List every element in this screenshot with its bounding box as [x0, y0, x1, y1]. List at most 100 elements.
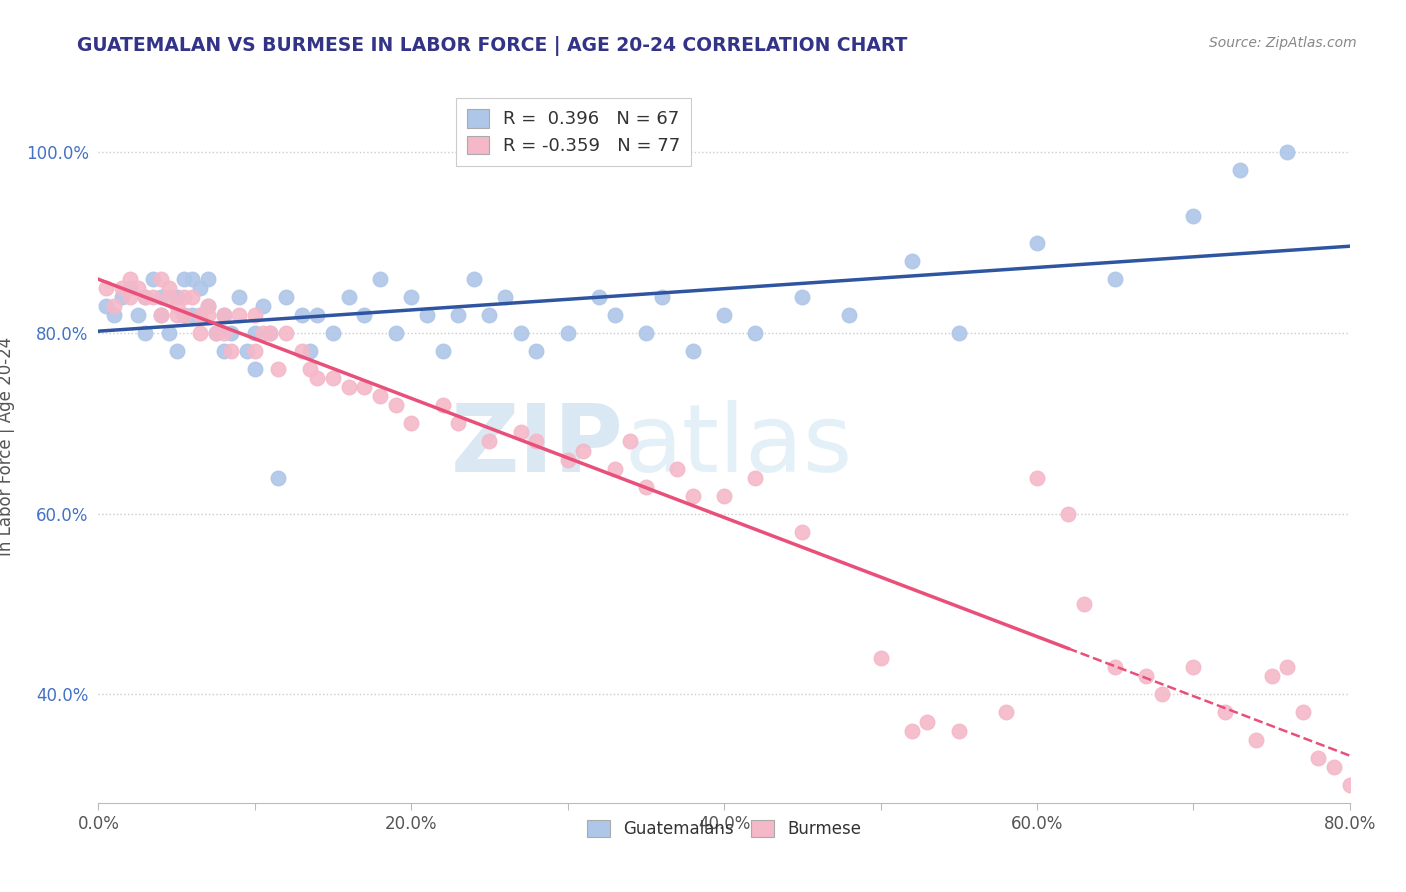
Point — [291, 344, 314, 359]
Point — [900, 253, 922, 268]
Point — [1229, 163, 1251, 178]
Point — [1323, 759, 1346, 773]
Point — [197, 299, 219, 313]
Point — [96, 281, 118, 295]
Point — [509, 425, 531, 440]
Point — [744, 470, 766, 484]
Point — [368, 272, 391, 286]
Point — [291, 308, 314, 322]
Point — [212, 308, 235, 322]
Point — [197, 308, 219, 322]
Point — [274, 326, 298, 340]
Point — [619, 434, 641, 449]
Point — [401, 290, 423, 304]
Point — [384, 326, 406, 340]
Point — [557, 452, 579, 467]
Point — [181, 308, 204, 322]
Point — [478, 308, 501, 322]
Point — [259, 326, 281, 340]
Point — [1026, 470, 1049, 484]
Point — [1057, 507, 1080, 521]
Point — [1073, 597, 1095, 611]
Point — [298, 344, 321, 359]
Point — [188, 308, 211, 322]
Point — [994, 706, 1017, 720]
Point — [150, 290, 173, 304]
Point — [212, 326, 235, 340]
Point — [509, 326, 531, 340]
Point — [869, 651, 891, 665]
Point — [1104, 660, 1126, 674]
Text: GUATEMALAN VS BURMESE IN LABOR FORCE | AGE 20-24 CORRELATION CHART: GUATEMALAN VS BURMESE IN LABOR FORCE | A… — [77, 36, 908, 55]
Point — [212, 344, 235, 359]
Point — [204, 326, 226, 340]
Point — [134, 326, 156, 340]
Point — [173, 272, 195, 286]
Point — [900, 723, 922, 738]
Point — [557, 326, 579, 340]
Point — [948, 723, 970, 738]
Point — [212, 308, 235, 322]
Point — [682, 489, 704, 503]
Point — [838, 308, 860, 322]
Point — [259, 326, 281, 340]
Point — [204, 326, 226, 340]
Point — [447, 417, 470, 431]
Point — [243, 308, 266, 322]
Point — [494, 290, 516, 304]
Point — [118, 272, 141, 286]
Point — [188, 326, 211, 340]
Point — [1104, 272, 1126, 286]
Point — [96, 299, 118, 313]
Point — [447, 308, 470, 322]
Point — [1135, 669, 1157, 683]
Point — [181, 272, 204, 286]
Point — [792, 524, 814, 539]
Point — [150, 272, 173, 286]
Point — [713, 489, 735, 503]
Point — [432, 344, 454, 359]
Point — [478, 434, 501, 449]
Point — [221, 344, 243, 359]
Point — [243, 362, 266, 376]
Point — [166, 290, 188, 304]
Point — [744, 326, 766, 340]
Point — [337, 290, 360, 304]
Point — [1308, 750, 1330, 764]
Point — [236, 344, 259, 359]
Point — [1213, 706, 1236, 720]
Legend: Guatemalans, Burmese: Guatemalans, Burmese — [581, 813, 868, 845]
Point — [416, 308, 439, 322]
Point — [111, 281, 134, 295]
Y-axis label: In Labor Force | Age 20-24: In Labor Force | Age 20-24 — [0, 336, 14, 556]
Point — [103, 299, 125, 313]
Point — [603, 461, 626, 475]
Point — [792, 290, 814, 304]
Point — [118, 290, 141, 304]
Point — [150, 308, 173, 322]
Point — [1354, 787, 1376, 801]
Point — [173, 290, 195, 304]
Point — [252, 299, 274, 313]
Point — [1182, 660, 1205, 674]
Point — [401, 417, 423, 431]
Point — [157, 326, 180, 340]
Point — [197, 272, 219, 286]
Point — [111, 290, 134, 304]
Point — [188, 308, 211, 322]
Point — [118, 281, 141, 295]
Point — [432, 398, 454, 412]
Point — [157, 281, 180, 295]
Point — [307, 371, 329, 385]
Point — [1339, 778, 1361, 792]
Point — [188, 281, 211, 295]
Point — [197, 299, 219, 313]
Point — [368, 389, 391, 403]
Point — [166, 344, 188, 359]
Point — [666, 461, 689, 475]
Point — [353, 308, 375, 322]
Point — [166, 299, 188, 313]
Point — [267, 362, 290, 376]
Point — [142, 272, 165, 286]
Point — [634, 326, 657, 340]
